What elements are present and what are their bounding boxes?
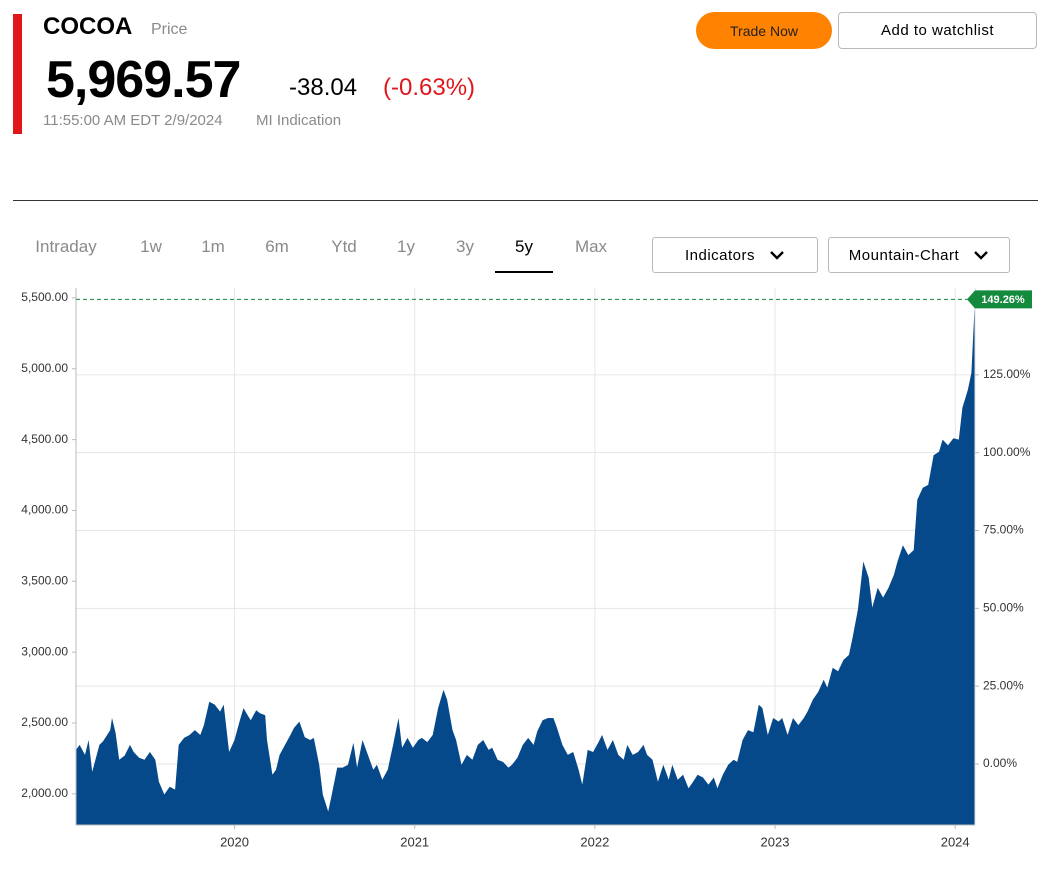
chart-type-dropdown[interactable]: Mountain-Chart <box>828 237 1010 273</box>
trade-button[interactable]: Trade Now <box>696 12 832 49</box>
tab[interactable]: 5y <box>515 237 533 256</box>
x-tick-label: 2024 <box>941 834 970 849</box>
change: -38.04 <box>289 74 358 101</box>
value-tag <box>967 290 1032 309</box>
y-tick-label: 4,500.00 <box>21 432 68 446</box>
tab-underline <box>495 271 553 273</box>
tab[interactable]: 1y <box>397 237 415 256</box>
y-tick-label: 3,000.00 <box>21 644 68 658</box>
y2-tick-label: 125.00% <box>983 367 1031 381</box>
tab[interactable]: 6m <box>265 237 289 256</box>
symbol: COCOA <box>43 13 133 40</box>
y-tick-label: 5,000.00 <box>21 361 68 375</box>
separator <box>13 200 1038 201</box>
price: 5,969.57 <box>46 51 241 109</box>
tab[interactable]: Max <box>574 237 608 256</box>
x-tick-label: 2020 <box>220 834 249 849</box>
watchlist-button[interactable]: Add to watchlist <box>838 12 1037 49</box>
y2-tick-label: 100.00% <box>983 445 1031 459</box>
y-tick-label: 4,000.00 <box>21 503 68 517</box>
tab[interactable]: Intraday <box>35 237 97 256</box>
y2-tick-label: 25.00% <box>983 678 1024 692</box>
y-tick-label: 2,000.00 <box>21 786 68 800</box>
indicators-dropdown[interactable]: Indicators <box>652 237 818 273</box>
accent-bar <box>13 14 22 134</box>
tab[interactable]: 1w <box>140 237 162 256</box>
y2-tick-label: 50.00% <box>983 601 1024 615</box>
plot: 2,000.00 2,500.00 3,000.00 3,500.00 4,000.00… <box>21 288 1032 849</box>
x-tick-label: 2023 <box>761 834 790 849</box>
value-tag-label: 149.26% <box>981 294 1025 306</box>
chevron <box>974 251 989 260</box>
timestamp: 11:55:00 AM EDT 2/9/2024 <box>43 112 223 129</box>
chevron <box>770 251 784 260</box>
y-tick-label: 2,500.00 <box>21 715 68 729</box>
change-percent: (-0.63%) <box>383 74 476 101</box>
x-tick-label: 2021 <box>400 834 429 849</box>
dropdown-label: Indicators <box>684 246 756 264</box>
tab[interactable]: 1m <box>201 237 225 256</box>
chart: 2,000.00 2,500.00 3,000.00 3,500.00 4,000.00… <box>21 288 1032 849</box>
x-tick-label: 2022 <box>580 834 609 849</box>
y2-tick-label: 75.00% <box>983 523 1024 537</box>
symbol-label: Price <box>151 21 188 38</box>
source: MI Indication <box>256 112 342 129</box>
tab[interactable]: Ytd <box>331 237 357 256</box>
y2-tick-label: 0.00% <box>983 756 1017 770</box>
y-tick-label: 3,500.00 <box>21 573 68 587</box>
tab[interactable]: 3y <box>456 237 474 256</box>
dropdown-label: Mountain-Chart <box>848 246 960 264</box>
y-tick-label: 5,500.00 <box>21 290 68 304</box>
area <box>76 297 975 825</box>
